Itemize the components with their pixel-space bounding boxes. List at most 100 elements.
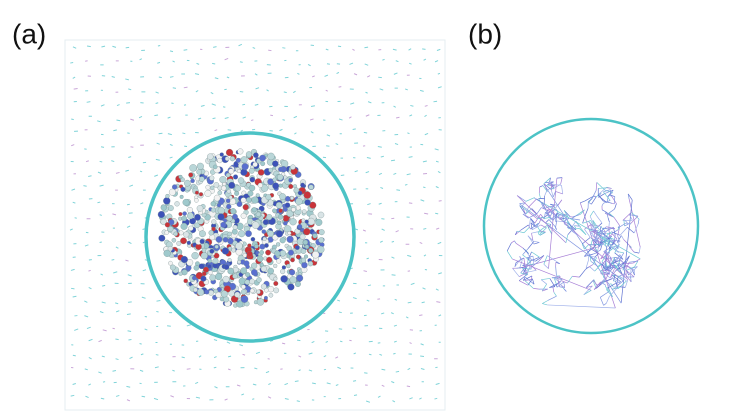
water-molecule <box>88 175 92 178</box>
bond <box>611 238 618 247</box>
water-molecule <box>227 368 231 371</box>
water-molecule <box>224 398 228 401</box>
water-molecule <box>70 62 74 64</box>
water-molecule <box>181 356 185 359</box>
bond <box>592 230 601 238</box>
water-molecule <box>254 73 258 76</box>
atom <box>244 279 250 285</box>
bond <box>603 278 613 283</box>
atom <box>289 218 297 226</box>
bond <box>523 266 533 274</box>
bond <box>628 198 641 248</box>
water-molecule <box>195 90 199 93</box>
water-molecule <box>242 103 246 106</box>
water-molecule <box>88 286 92 290</box>
water-molecule <box>155 102 159 104</box>
atom <box>279 237 286 244</box>
atom <box>209 274 216 281</box>
atom <box>260 161 266 167</box>
water-molecule <box>293 115 298 119</box>
water-molecule <box>393 72 398 75</box>
bond <box>588 198 593 202</box>
water-molecule <box>422 287 426 290</box>
bond <box>530 222 536 227</box>
bond <box>528 213 537 219</box>
water-molecule <box>393 324 397 327</box>
atom <box>199 238 205 244</box>
bond <box>557 277 560 287</box>
water-molecule <box>353 394 358 396</box>
water-molecule <box>396 189 401 191</box>
bond <box>609 269 615 279</box>
atom <box>264 243 269 248</box>
atom <box>293 187 300 194</box>
water-molecule <box>266 89 269 92</box>
bond <box>555 191 563 195</box>
water-molecule <box>239 344 244 347</box>
water-molecule <box>125 169 130 172</box>
atom <box>259 154 266 162</box>
boundary-circle <box>144 131 356 343</box>
water-molecule <box>242 353 246 356</box>
atom <box>277 214 284 220</box>
water-molecule <box>308 369 313 372</box>
bond <box>604 257 608 267</box>
atom <box>279 193 286 200</box>
bond <box>554 278 557 285</box>
water-molecule <box>354 170 358 173</box>
bond <box>527 240 535 249</box>
atom <box>227 231 232 237</box>
bond <box>544 184 548 192</box>
atom <box>222 275 230 283</box>
atom <box>233 174 239 180</box>
water-molecule <box>325 48 329 51</box>
bond <box>533 242 540 245</box>
bond <box>598 243 604 248</box>
atom <box>236 201 243 207</box>
atom <box>213 182 220 188</box>
water-molecule <box>72 201 76 204</box>
bond <box>589 231 596 235</box>
atom <box>278 208 283 213</box>
water-molecule <box>336 71 340 74</box>
water-molecule <box>155 354 159 356</box>
atom <box>249 278 255 285</box>
water-molecule <box>340 174 345 176</box>
atom <box>189 164 197 172</box>
bond <box>555 284 558 288</box>
water-molecule <box>434 397 438 400</box>
bond <box>589 210 594 217</box>
bond <box>520 224 529 231</box>
water-molecule <box>182 132 186 135</box>
bond <box>549 283 557 288</box>
bond <box>585 266 589 270</box>
water-molecule <box>212 117 216 120</box>
bond <box>600 271 602 274</box>
water-molecule <box>368 353 372 356</box>
water-molecule <box>298 369 301 372</box>
water-molecule <box>381 384 385 387</box>
bond <box>624 223 629 227</box>
bond <box>604 189 614 194</box>
bond <box>579 269 586 278</box>
water-molecule <box>127 274 132 277</box>
bond <box>608 222 610 230</box>
bond <box>535 255 545 262</box>
water-molecule <box>410 104 414 107</box>
bond <box>512 268 520 277</box>
bond <box>605 244 607 248</box>
atom <box>260 283 267 290</box>
boundary-circle <box>482 117 700 335</box>
protein-lines <box>506 177 641 309</box>
bond <box>596 215 603 224</box>
bond <box>584 249 591 257</box>
water-molecule <box>407 254 412 257</box>
water-molecule <box>352 327 356 329</box>
atom <box>179 194 184 199</box>
water-molecule <box>86 101 91 103</box>
water-molecule <box>85 160 89 163</box>
atom <box>251 262 258 269</box>
water-molecule <box>390 159 396 162</box>
bond <box>606 237 614 243</box>
atom <box>167 226 174 233</box>
